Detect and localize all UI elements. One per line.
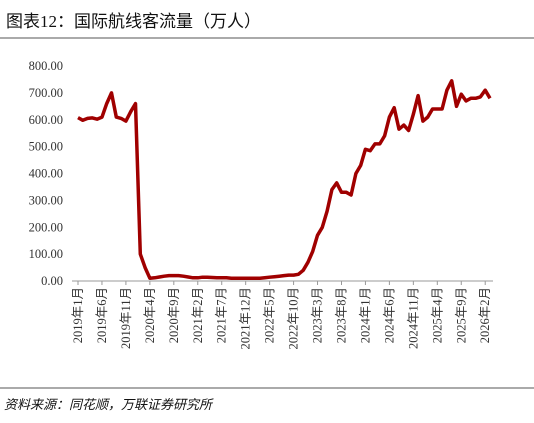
y-tick-label: 100.00 <box>29 247 63 261</box>
line <box>77 79 492 281</box>
x-tick-label: 2020年4月 <box>143 287 157 343</box>
y-tick-label: 500.00 <box>29 140 63 154</box>
x-tick-label: 2021年12月 <box>239 287 253 350</box>
x-tick-label: 2024年6月 <box>382 287 396 343</box>
chart-title: 图表12：国际航线客流量（万人） <box>6 12 261 31</box>
x-tick-label: 2021年7月 <box>215 287 229 343</box>
y-tick-label: 0.00 <box>41 274 63 288</box>
y-tick-label: 800.00 <box>29 59 63 73</box>
x-tick-label: 2019年6月 <box>95 287 109 343</box>
x-tick-label: 2021年2月 <box>191 287 205 343</box>
x-tick-label: 2024年1月 <box>358 287 372 343</box>
x-tick-label: 2019年11月 <box>119 287 133 349</box>
y-tick-label: 200.00 <box>29 220 63 234</box>
y-tick-label: 700.00 <box>29 86 63 100</box>
x-tick-label: 2022年5月 <box>263 287 277 343</box>
x-tick-label: 2020年9月 <box>167 287 181 343</box>
x-tick-label: 2019年1月 <box>71 287 85 343</box>
x-tick-label: 2022年10月 <box>287 287 301 350</box>
y-tick-label: 600.00 <box>29 113 63 127</box>
x-tick-label: 2026年2月 <box>478 287 492 343</box>
y-tick-label: 300.00 <box>29 193 63 207</box>
x-tick-label: 2023年3月 <box>311 287 325 343</box>
x-tick-label: 2025年4月 <box>430 287 444 343</box>
x-tick-label: 2024年11月 <box>406 287 420 349</box>
source: 资料来源：同花顺，万联证券研究所 <box>4 397 214 412</box>
x-tick-label: 2025年9月 <box>454 287 468 343</box>
y-tick-label: 400.00 <box>29 167 63 181</box>
x-tick-label: 2023年8月 <box>334 287 348 343</box>
